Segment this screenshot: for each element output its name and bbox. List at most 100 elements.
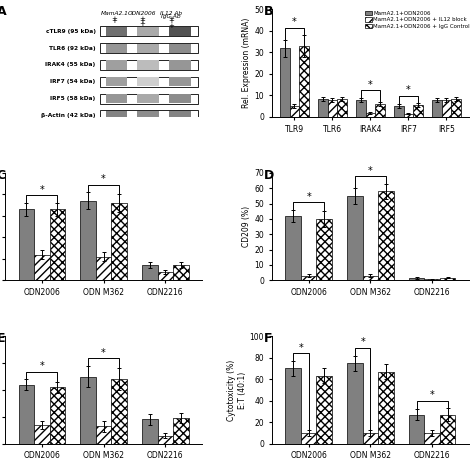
Bar xyxy=(18,385,34,444)
Bar xyxy=(440,415,456,444)
Bar xyxy=(100,26,199,36)
Y-axis label: CD209 (%): CD209 (%) xyxy=(242,206,251,247)
Bar xyxy=(173,265,189,280)
Bar xyxy=(158,436,173,444)
Text: *: * xyxy=(292,17,297,27)
Bar xyxy=(432,100,442,117)
Bar xyxy=(142,420,158,444)
Y-axis label: Cytotoxicity (%)
E:T (40:1): Cytotoxicity (%) E:T (40:1) xyxy=(227,359,246,421)
Bar xyxy=(96,427,111,444)
Text: cTLR9 (95 kDa): cTLR9 (95 kDa) xyxy=(46,29,96,34)
Bar xyxy=(49,387,65,444)
Text: *: * xyxy=(306,192,311,202)
Bar xyxy=(106,43,128,53)
Bar xyxy=(442,100,451,117)
Text: *: * xyxy=(101,174,106,184)
Text: +: + xyxy=(111,16,118,22)
Bar xyxy=(316,376,332,444)
Bar xyxy=(100,77,199,87)
Bar xyxy=(347,363,363,444)
Bar xyxy=(413,105,423,117)
Bar xyxy=(394,106,404,117)
Bar xyxy=(363,276,378,280)
Bar xyxy=(301,433,316,444)
Text: +: + xyxy=(168,18,173,24)
Bar xyxy=(328,100,337,117)
Text: D: D xyxy=(264,169,274,182)
Text: E: E xyxy=(0,332,5,345)
Bar xyxy=(142,265,158,280)
Text: IL12 Ab: IL12 Ab xyxy=(160,10,182,16)
Bar xyxy=(337,99,346,117)
Bar xyxy=(301,276,316,280)
Bar xyxy=(137,43,159,53)
Bar xyxy=(49,210,65,280)
Bar xyxy=(409,415,425,444)
Bar xyxy=(96,257,111,280)
Bar xyxy=(137,94,159,103)
Bar xyxy=(34,425,49,444)
Bar xyxy=(290,106,299,117)
Bar xyxy=(280,48,290,117)
Bar xyxy=(173,418,189,444)
Bar xyxy=(404,114,413,117)
Bar xyxy=(409,278,425,280)
Bar xyxy=(363,433,378,444)
Bar xyxy=(378,371,393,444)
Text: IRAK4 (55 kDa): IRAK4 (55 kDa) xyxy=(46,62,96,67)
Bar xyxy=(318,99,328,117)
Bar xyxy=(100,43,199,53)
Text: *: * xyxy=(299,343,303,353)
Legend: MamA2.1+ODN2006, MamA2.1+ODN2006 + IL12 block, MamA2.1+ODN2006 + IgG Control: MamA2.1+ODN2006, MamA2.1+ODN2006 + IL12 … xyxy=(365,10,470,30)
Text: +: + xyxy=(139,21,145,27)
Bar xyxy=(347,196,363,280)
Text: IRF7 (54 kDa): IRF7 (54 kDa) xyxy=(50,79,96,84)
Text: +: + xyxy=(111,18,118,24)
Bar xyxy=(356,100,365,117)
Y-axis label: Rel. Expression (mRNA): Rel. Expression (mRNA) xyxy=(242,18,251,109)
Bar xyxy=(106,60,128,69)
Text: TLR6 (92 kDa): TLR6 (92 kDa) xyxy=(49,46,96,51)
Text: +: + xyxy=(168,16,173,22)
Bar xyxy=(169,94,191,103)
Text: +: + xyxy=(168,24,173,29)
Bar xyxy=(111,203,127,280)
Text: *: * xyxy=(39,185,44,195)
Bar xyxy=(316,219,332,280)
Bar xyxy=(100,110,199,121)
Bar xyxy=(106,77,128,86)
Text: *: * xyxy=(406,85,411,95)
Text: *: * xyxy=(360,337,365,347)
Bar xyxy=(18,210,34,280)
Bar xyxy=(169,111,191,120)
Text: *: * xyxy=(430,390,435,400)
Bar xyxy=(451,99,461,117)
Bar xyxy=(34,254,49,280)
Bar xyxy=(137,60,159,69)
Bar xyxy=(378,191,393,280)
Text: ODN2006: ODN2006 xyxy=(128,10,156,16)
Text: A: A xyxy=(0,5,7,18)
Text: *: * xyxy=(368,79,373,90)
Text: *: * xyxy=(101,348,106,358)
Bar xyxy=(299,46,309,117)
Text: B: B xyxy=(264,5,273,18)
Bar xyxy=(137,111,159,120)
Text: β-Actin (42 kDa): β-Actin (42 kDa) xyxy=(41,113,96,118)
Bar xyxy=(100,60,199,70)
Bar xyxy=(169,43,191,53)
Bar xyxy=(365,113,375,117)
Bar xyxy=(81,201,96,280)
Bar xyxy=(106,94,128,103)
Bar xyxy=(375,104,385,117)
Text: IgG Ab: IgG Ab xyxy=(161,14,181,19)
Bar xyxy=(440,278,456,280)
Bar xyxy=(137,26,159,36)
Text: F: F xyxy=(264,332,272,345)
Text: +: + xyxy=(139,16,145,22)
Bar xyxy=(285,369,301,444)
Bar xyxy=(425,433,440,444)
Bar xyxy=(137,77,159,86)
Text: +: + xyxy=(139,18,145,24)
Text: C: C xyxy=(0,169,6,182)
